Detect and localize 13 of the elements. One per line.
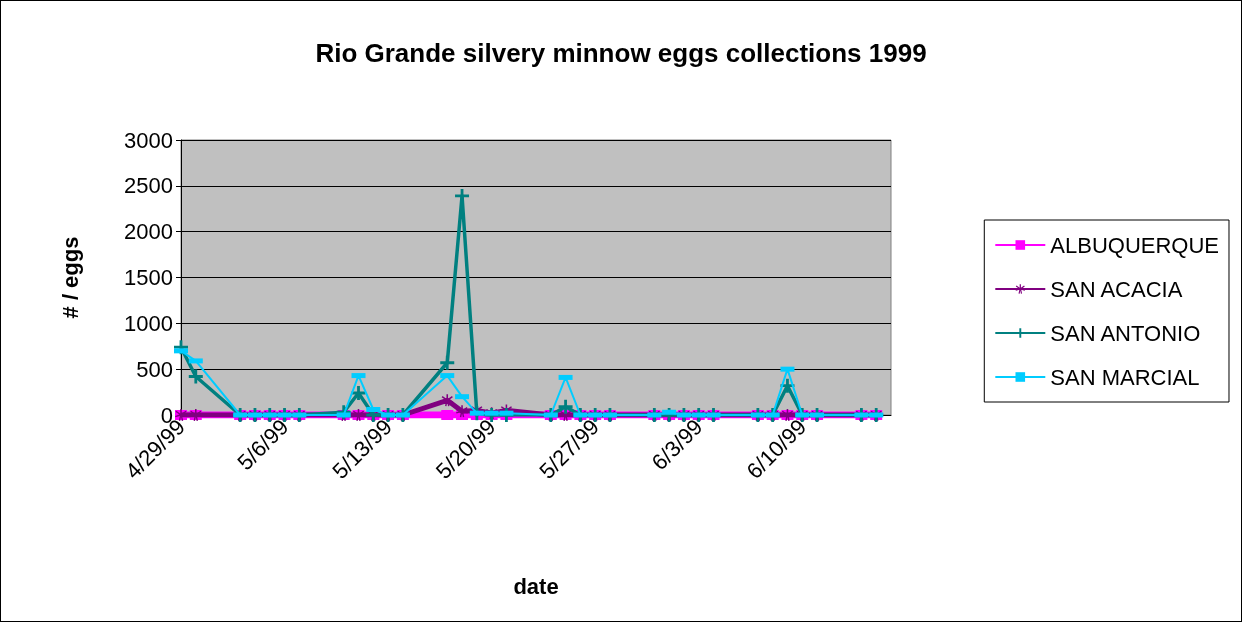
y-tick-label: 3000 — [124, 127, 173, 153]
legend-label: SAN MARCIAL — [1050, 364, 1200, 390]
x-axis-title: date — [513, 573, 559, 599]
y-tick-label: 500 — [136, 356, 173, 382]
legend-label: SAN ACACIA — [1050, 276, 1183, 302]
y-tick-label: 2500 — [124, 173, 173, 199]
y-tick-label: 2000 — [124, 219, 173, 245]
chart-title: Rio Grande silvery minnow eggs collections 1999 — [315, 38, 927, 68]
y-tick-label: 1000 — [124, 310, 173, 336]
y-tick-label: 1500 — [124, 265, 173, 290]
legend-label: SAN ANTONIO — [1050, 320, 1201, 346]
legend-label: ALBUQUERQUE — [1050, 232, 1220, 258]
y-axis-title: # / eggs — [57, 236, 83, 319]
